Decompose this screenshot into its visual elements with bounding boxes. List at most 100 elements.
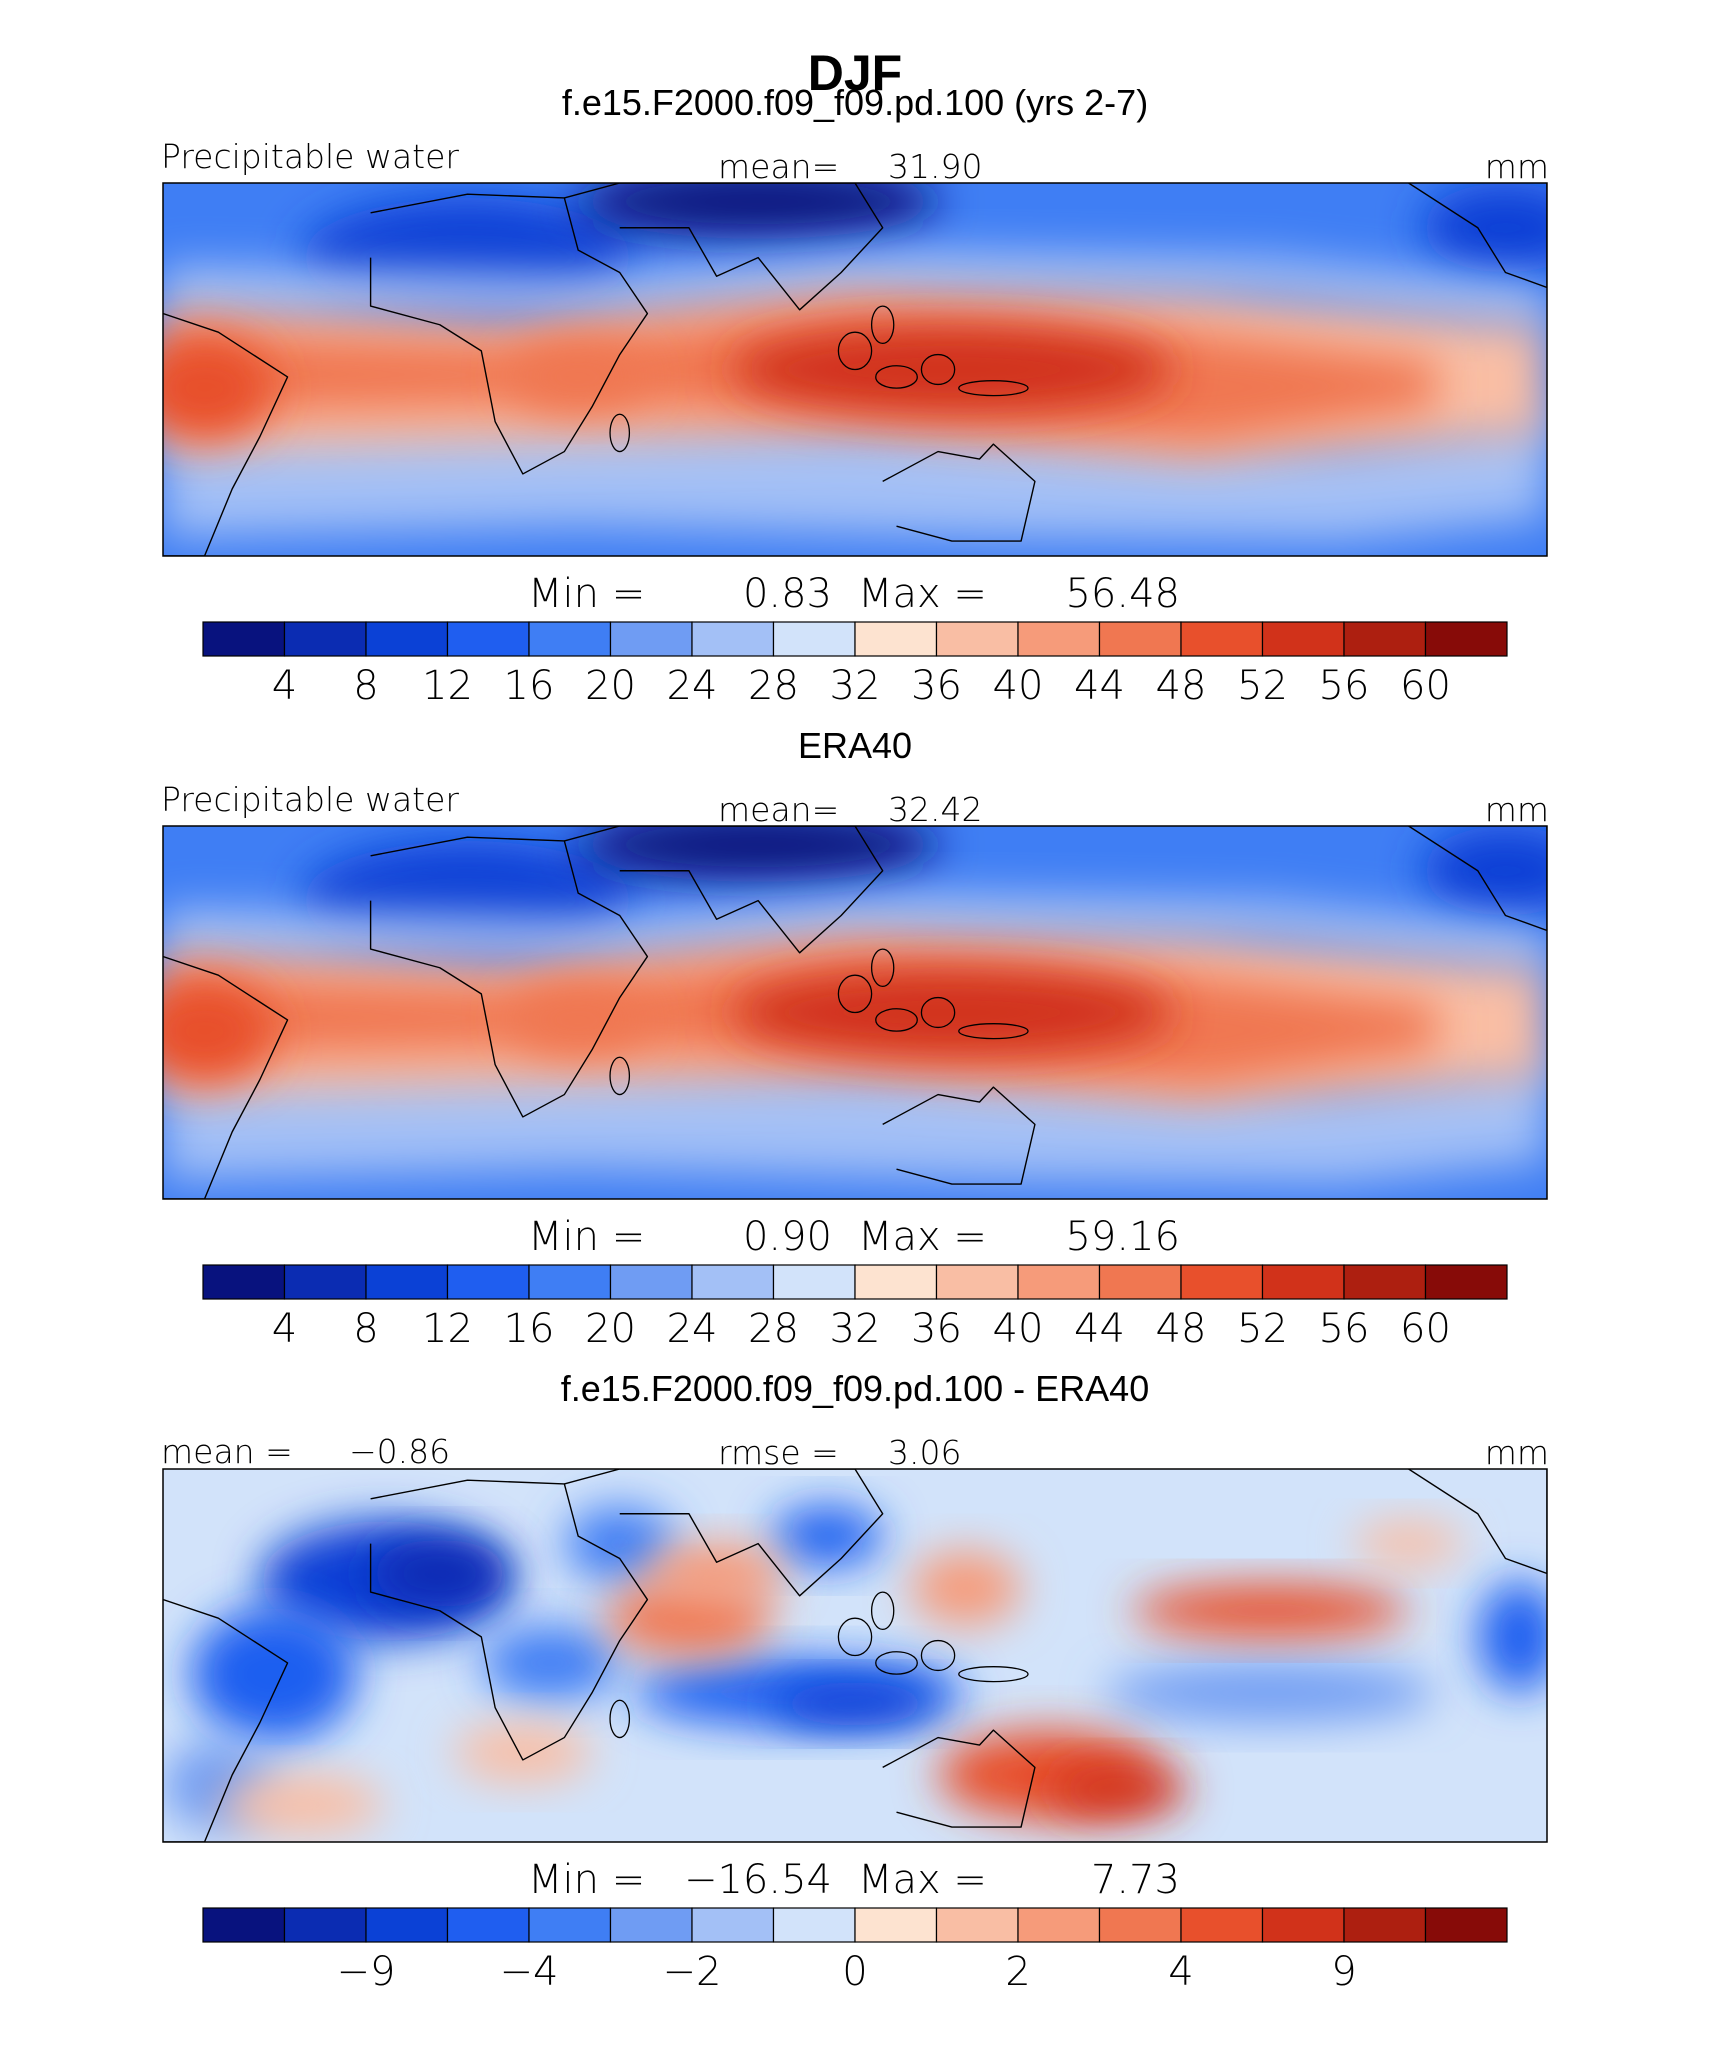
coastline-north-america	[1408, 1469, 1547, 1575]
colorbar-tick-label: 40	[993, 1306, 1044, 1352]
colorbar-tick-label: 9	[1331, 1949, 1356, 1995]
stat-mid-label: mean=	[718, 147, 839, 186]
colorbar-box	[1017, 1907, 1101, 1943]
field-samerica	[163, 335, 274, 441]
colorbar-box	[1017, 621, 1101, 657]
colorbar-tick-label: −9	[337, 1949, 396, 1995]
field-anomaly-16	[1048, 1763, 1188, 1816]
colorbar-box	[1098, 1907, 1182, 1943]
coastline-africa	[369, 836, 649, 1118]
island-5	[870, 305, 895, 345]
units-label: mm	[1485, 147, 1549, 186]
field-anomaly-6	[481, 1625, 620, 1701]
panel-title: f.e15.F2000.f09_f09.pd.100 (yrs 2-7)	[562, 82, 1148, 123]
colorbar-box	[1424, 621, 1508, 657]
colorbar-tick-label: 24	[667, 663, 718, 709]
stat-mid-value: 32.42	[888, 790, 982, 829]
min-value: 0.83	[743, 571, 832, 617]
field-samerica	[163, 978, 274, 1084]
colorbar-box	[1424, 1264, 1508, 1300]
max-value: 7.73	[1091, 1857, 1180, 1903]
min-value: −16.54	[684, 1857, 832, 1903]
stat-mid-label: rmse =	[718, 1433, 839, 1472]
units-label: mm	[1485, 790, 1549, 829]
colorbar-box	[1017, 1264, 1101, 1300]
colorbar-tick-label: 48	[1156, 663, 1207, 709]
field-anomaly-2	[370, 1539, 509, 1608]
map-field	[163, 183, 1547, 556]
map-field	[163, 826, 1547, 1199]
coastline-asia	[564, 826, 884, 954]
colorbar-box	[365, 621, 449, 657]
field-central-africa	[509, 343, 648, 411]
colorbar-box	[1180, 1264, 1264, 1300]
field-anomaly-12	[1131, 1584, 1409, 1637]
coastline-south-america	[163, 1598, 289, 1842]
coastline-north-america	[1408, 826, 1547, 932]
field-dry-asia	[578, 826, 938, 882]
colorbar-box	[446, 1264, 530, 1300]
colorbar-box	[283, 1264, 367, 1300]
colorbar-box	[283, 1907, 367, 1943]
colorbar-box	[528, 1907, 612, 1943]
stat-mid-value: 3.06	[888, 1433, 961, 1472]
colorbar-tick-label: 60	[1400, 1306, 1451, 1352]
field-warm-pool	[730, 967, 1174, 1058]
colorbar-box	[365, 1264, 449, 1300]
colorbar-box	[935, 1264, 1019, 1300]
colorbar-box	[202, 1907, 286, 1943]
min-label: Min =	[528, 571, 645, 617]
colorbar-box	[1343, 1264, 1427, 1300]
island-4	[958, 1666, 1029, 1683]
island-2	[875, 1651, 918, 1675]
min-label: Min =	[528, 1857, 645, 1903]
field-anomaly-9	[1477, 1580, 1547, 1693]
island-1	[837, 974, 873, 1014]
stat-mid-label: mean=	[718, 790, 839, 829]
colorbar-tick-label: 56	[1319, 1306, 1370, 1352]
colorbar-tick-label: 48	[1156, 1306, 1207, 1352]
colorbar-box	[528, 621, 612, 657]
colorbar-tick-label: 60	[1400, 663, 1451, 709]
colorbar-tick-label: 12	[422, 663, 473, 709]
colorbar-tick-label: 36	[911, 1306, 962, 1352]
colorbar-box	[1180, 1907, 1264, 1943]
colorbar-tick-label: 44	[1074, 1306, 1125, 1352]
colorbar-tick-label: 2	[1005, 1949, 1030, 1995]
max-value: 59.16	[1065, 1214, 1180, 1260]
field-anomaly-10	[1104, 1662, 1437, 1723]
field-central-africa	[509, 986, 648, 1054]
colorbar-box	[202, 1264, 286, 1300]
colorbar-box	[935, 1907, 1019, 1943]
colorbar-box	[772, 1264, 856, 1300]
colorbar-box	[691, 1907, 775, 1943]
colorbar-box	[1261, 1264, 1345, 1300]
colorbar-tick-label: 4	[1168, 1949, 1193, 1995]
max-label: Max =	[858, 1214, 987, 1260]
colorbar-tick-label: −2	[663, 1949, 722, 1995]
colorbar-box	[609, 1264, 693, 1300]
colorbar-box	[691, 621, 775, 657]
colorbar-tick-label: 36	[911, 663, 962, 709]
island-3	[920, 353, 956, 386]
max-label: Max =	[858, 571, 987, 617]
coastline-australia	[882, 443, 1036, 542]
field-anomaly-3	[190, 1607, 357, 1742]
coastline-south-america	[163, 955, 289, 1199]
field-anomaly-20	[1353, 1521, 1464, 1566]
colorbar-box	[283, 621, 367, 657]
panel-title: ERA40	[798, 725, 912, 766]
min-label: Min =	[528, 1214, 645, 1260]
island-6	[609, 1056, 631, 1096]
map-frame	[162, 1468, 1548, 1843]
colorbar-box	[854, 1264, 938, 1300]
colorbar-tick-label: 20	[585, 663, 636, 709]
colorbar-tick-label: 56	[1319, 663, 1370, 709]
colorbar-tick-label: 16	[504, 663, 555, 709]
island-2	[875, 1008, 918, 1032]
island-1	[837, 1617, 873, 1657]
units-label: mm	[1485, 1433, 1549, 1472]
colorbar-tick-label: 12	[422, 1306, 473, 1352]
map-frame	[162, 182, 1548, 557]
